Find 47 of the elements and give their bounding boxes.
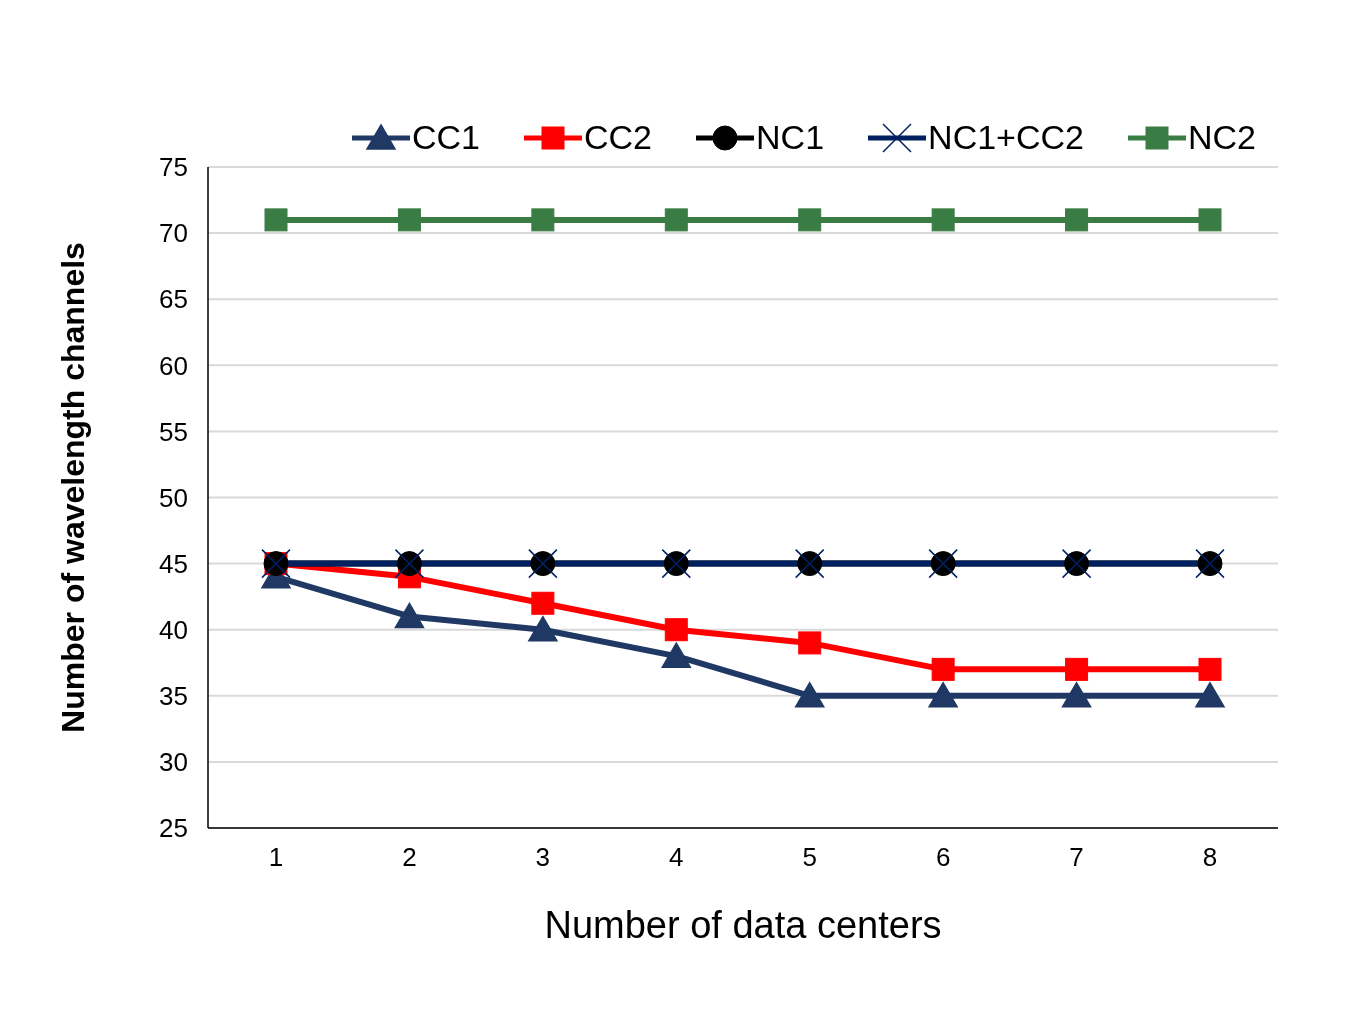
y-tick-label: 40 [159, 614, 188, 645]
point [1195, 682, 1225, 708]
y-tick-label: 70 [159, 218, 188, 249]
point [394, 602, 425, 629]
legend-label: NC1 [756, 118, 825, 157]
point [1061, 682, 1092, 708]
point [664, 618, 688, 642]
legend-label: CC1 [411, 118, 481, 157]
legend-label: NC1+CC2 [928, 118, 1084, 157]
legend-label: NC2 [1187, 118, 1256, 157]
x-tick-label: 5 [802, 842, 817, 873]
legend-label: CC2 [584, 118, 653, 157]
y-tick-label: 50 [159, 482, 188, 513]
point [798, 631, 822, 655]
y-tick-label: 65 [159, 284, 188, 315]
point [664, 208, 688, 232]
point [528, 615, 558, 642]
y-tick-label: 25 [159, 813, 188, 844]
point [661, 642, 692, 668]
point [1198, 208, 1222, 232]
point [794, 682, 825, 708]
point [397, 208, 421, 232]
point [1065, 657, 1089, 681]
y-tick-label: 75 [159, 152, 188, 183]
y-tick-label: 30 [159, 747, 188, 778]
point [1065, 208, 1089, 232]
point [798, 208, 822, 232]
y-tick-label: 60 [159, 350, 188, 381]
point [931, 208, 955, 232]
point [928, 682, 958, 708]
x-axis-title: Number of data centers [544, 904, 942, 946]
x-tick-label: 3 [535, 842, 551, 873]
point [1198, 657, 1222, 681]
x-tick-label: 2 [402, 842, 417, 873]
point [264, 208, 288, 232]
point [531, 591, 555, 615]
y-tick-label: 55 [159, 416, 188, 447]
y-axis-title: Number of wavelength channels [55, 242, 92, 733]
y-tick-label: 45 [159, 548, 188, 579]
x-tick-label: 8 [1202, 842, 1218, 873]
point [931, 657, 955, 681]
x-tick-label: 7 [1069, 842, 1084, 873]
x-tick-label: 6 [935, 842, 951, 873]
point [531, 208, 555, 232]
y-tick-label: 35 [159, 681, 188, 712]
x-tick-label: 1 [268, 842, 284, 873]
x-tick-label: 4 [669, 842, 684, 873]
